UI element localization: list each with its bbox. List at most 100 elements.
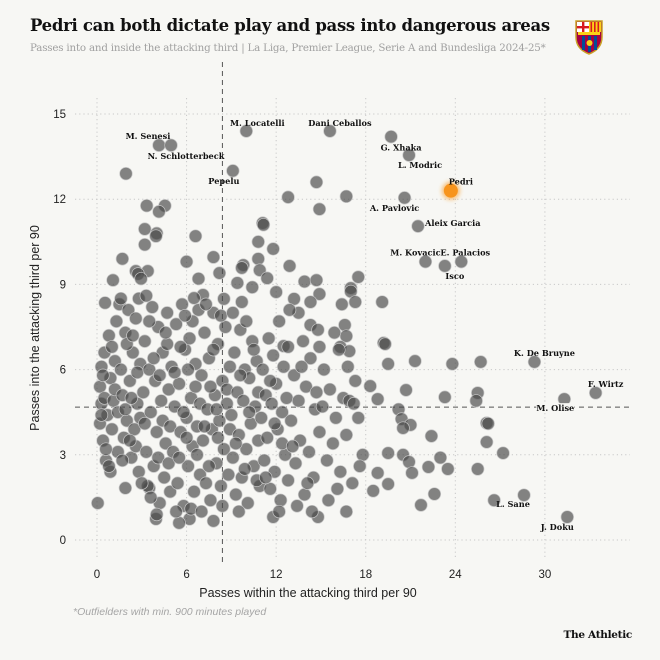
data-point	[118, 402, 133, 417]
point-label-m-locatelli: M. Locatelli	[230, 118, 285, 128]
data-point	[215, 499, 230, 513]
grid-lines	[75, 98, 630, 560]
data-point	[102, 328, 116, 343]
data-point	[266, 242, 280, 256]
labeled-data-point	[402, 148, 416, 162]
data-point	[282, 303, 297, 317]
reference-lines	[75, 62, 632, 565]
data-point	[121, 303, 136, 317]
data-point	[236, 394, 250, 408]
data-point	[227, 345, 242, 360]
data-point	[320, 453, 334, 468]
data-point	[170, 476, 185, 490]
data-point	[105, 422, 119, 436]
data-point	[138, 222, 152, 236]
data-point	[172, 450, 186, 465]
data-point	[317, 362, 331, 377]
data-point	[351, 270, 365, 284]
data-point	[230, 276, 244, 290]
data-point	[321, 493, 336, 507]
data-point	[144, 405, 158, 419]
x-tick-label: 12	[270, 569, 283, 581]
data-point	[217, 442, 231, 456]
data-point	[160, 337, 174, 351]
data-point	[309, 385, 324, 399]
data-point	[339, 189, 353, 204]
data-point	[129, 311, 143, 326]
data-point	[245, 280, 259, 294]
data-point	[284, 414, 298, 428]
point-label-k-de-bruyne: K. De Bruyne	[514, 348, 575, 358]
brand-logo: The Athletic	[563, 629, 632, 641]
data-point	[134, 272, 148, 286]
data-point	[287, 368, 301, 382]
data-point	[212, 266, 227, 280]
data-point	[287, 292, 301, 306]
data-point	[211, 431, 225, 445]
data-point	[233, 368, 247, 382]
data-point	[312, 202, 327, 216]
data-point	[288, 456, 303, 470]
data-point	[257, 453, 271, 468]
data-point	[272, 504, 286, 519]
data-point	[138, 334, 152, 348]
data-point	[300, 476, 315, 490]
data-point	[309, 175, 324, 189]
labeled-data-point	[226, 164, 240, 178]
data-point	[259, 470, 273, 485]
point-label-l-modric: L. Modric	[398, 160, 442, 170]
data-point	[348, 295, 362, 309]
data-point	[123, 374, 137, 388]
data-point	[297, 487, 312, 502]
data-point	[303, 295, 318, 309]
labeled-data-point	[411, 219, 425, 233]
data-point	[126, 328, 140, 343]
data-point	[496, 446, 510, 460]
data-point	[238, 462, 252, 476]
data-point	[105, 340, 119, 354]
point-label-m-olise: M. Olise	[536, 403, 574, 413]
data-point	[239, 442, 253, 456]
data-point	[260, 431, 274, 445]
data-point	[172, 516, 186, 530]
data-point	[311, 323, 325, 337]
data-point	[212, 414, 227, 428]
data-point	[272, 314, 286, 328]
data-point	[197, 326, 212, 340]
data-point	[353, 459, 367, 473]
data-point	[99, 442, 113, 456]
x-tick-label: 18	[359, 569, 372, 581]
data-point	[296, 334, 310, 348]
data-point	[127, 422, 141, 436]
x-axis-title: Passes within the attacking third per 90	[199, 586, 417, 600]
data-point	[396, 421, 410, 435]
data-point	[303, 351, 318, 365]
data-points	[91, 124, 603, 530]
data-point	[381, 446, 395, 460]
data-point	[136, 385, 150, 399]
labeled-data-point	[418, 255, 433, 269]
data-point	[197, 419, 212, 434]
point-label-m-senesi: M. Senesi	[126, 131, 171, 141]
data-point	[139, 445, 153, 459]
data-point	[154, 394, 168, 408]
data-point	[181, 362, 195, 377]
data-point	[273, 493, 288, 507]
data-point	[290, 499, 304, 513]
data-point	[149, 229, 163, 243]
data-point	[153, 368, 167, 382]
data-point	[226, 306, 240, 320]
point-label-e-palacios: E. Palacios	[440, 248, 490, 258]
data-point	[424, 429, 439, 443]
data-point	[285, 439, 300, 453]
data-point	[226, 450, 240, 465]
data-point	[339, 428, 353, 442]
y-tick-label: 6	[60, 365, 66, 377]
data-point	[232, 504, 246, 519]
data-point	[221, 468, 236, 482]
labeled-data-point	[239, 124, 253, 138]
data-point	[405, 466, 419, 480]
data-point	[229, 436, 243, 451]
data-point	[109, 314, 124, 328]
